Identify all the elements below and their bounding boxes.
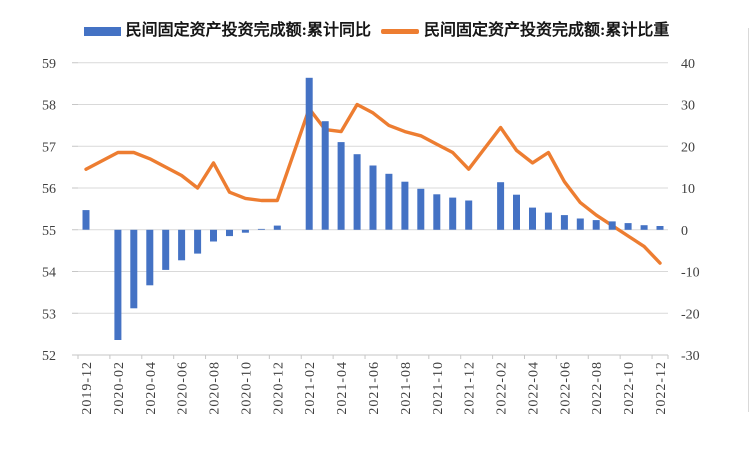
x-axis-tick-label: 2020-06 xyxy=(176,361,191,415)
legend-line-series-label: 民间固定资产投资完成额:累计比重 xyxy=(424,22,670,39)
bar xyxy=(210,229,217,242)
x-axis-tick-label: 2022-10 xyxy=(622,361,637,415)
bar xyxy=(226,229,233,237)
bar xyxy=(257,228,265,230)
bar xyxy=(130,229,138,309)
bar xyxy=(640,225,648,230)
bar xyxy=(624,223,632,230)
legend-line-swatch xyxy=(381,28,419,34)
left-axis-tick-label: 54 xyxy=(42,266,56,281)
bar xyxy=(369,165,377,230)
bar xyxy=(114,229,122,340)
bar xyxy=(560,215,568,230)
legend: 民间固定资产投资完成额:累计同比 民间固定资产投资完成额:累计比重 xyxy=(0,18,753,44)
bar xyxy=(337,142,345,230)
left-axis-tick-label: 56 xyxy=(42,182,56,197)
x-axis-tick-label: 2020-02 xyxy=(112,361,127,415)
right-axis-tick-label: -20 xyxy=(681,307,700,322)
left-axis-tick-label: 52 xyxy=(42,349,56,364)
line-series xyxy=(84,102,662,265)
x-axis-tick-label: 2019-12 xyxy=(80,361,95,415)
legend-bar-series-label: 民间固定资产投资完成额:累计同比 xyxy=(125,22,371,39)
bar xyxy=(194,229,202,254)
bar xyxy=(401,181,409,230)
bar xyxy=(321,121,329,230)
bar xyxy=(162,229,170,270)
bar xyxy=(241,229,249,233)
legend-bar-swatch xyxy=(83,26,121,36)
right-axis-tick-label: -10 xyxy=(681,266,700,281)
right-axis-tick-label: 10 xyxy=(681,182,695,197)
x-axis-tick-label: 2022-06 xyxy=(558,361,573,415)
x-axis-tick-label: 2022-04 xyxy=(526,361,541,415)
bar xyxy=(273,225,281,230)
x-axis-tick-label: 2020-12 xyxy=(271,361,286,415)
right-axis-tick-label: 0 xyxy=(681,224,688,239)
bar xyxy=(385,173,393,230)
left-axis-tick-label: 53 xyxy=(42,307,56,322)
bar xyxy=(576,218,584,230)
x-axis-tick-label: 2021-04 xyxy=(335,361,350,415)
left-axis-tick-label: 59 xyxy=(42,57,56,72)
x-axis-tick-label: 2021-12 xyxy=(463,361,478,415)
x-axis-tick-label: 2021-02 xyxy=(303,361,318,415)
right-axis-tick-label: -30 xyxy=(681,349,700,364)
left-axis-tick-label: 57 xyxy=(42,140,56,155)
bar xyxy=(178,229,186,261)
bar xyxy=(82,210,90,230)
bar xyxy=(608,221,616,230)
x-axis-tick-label: 2022-12 xyxy=(654,361,669,415)
bar xyxy=(417,188,425,230)
x-axis-tick-label: 2022-02 xyxy=(495,361,510,415)
bar xyxy=(433,194,441,230)
bar xyxy=(513,194,520,230)
bar xyxy=(497,182,505,230)
bar xyxy=(449,197,457,230)
bar xyxy=(305,77,313,230)
right-axis-tick-label: 40 xyxy=(681,57,695,72)
right-axis-tick-label: 30 xyxy=(681,99,695,114)
bar xyxy=(465,200,473,230)
left-axis-tick-label: 58 xyxy=(42,99,56,114)
x-axis-tick-label: 2020-10 xyxy=(239,361,254,415)
x-axis-tick-label: 2022-08 xyxy=(590,361,605,415)
x-axis-tick-label: 2021-06 xyxy=(367,361,382,415)
right-axis-tick-label: 20 xyxy=(681,140,695,155)
x-axis-tick-label: 2020-04 xyxy=(144,361,159,415)
x-axis-tick-label: 2021-08 xyxy=(399,361,414,415)
bar xyxy=(656,226,664,230)
bar xyxy=(353,154,361,230)
x-axis-tick-label: 2021-10 xyxy=(431,361,446,415)
bar xyxy=(529,207,536,230)
bar xyxy=(146,229,154,286)
bar xyxy=(544,212,552,230)
x-axis-tick-label: 2020-08 xyxy=(208,361,223,415)
left-axis-tick-label: 55 xyxy=(42,224,56,239)
bar xyxy=(592,220,600,230)
